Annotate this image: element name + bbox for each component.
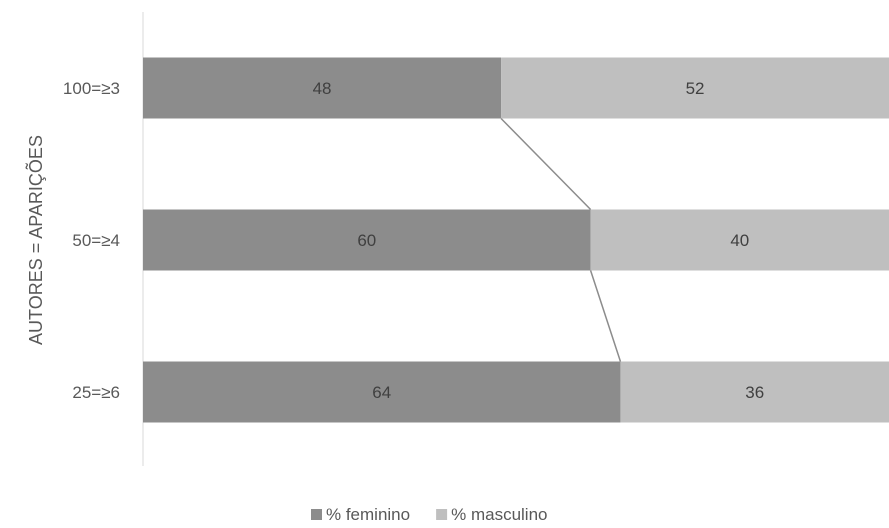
- legend-label-masculino: % masculino: [451, 505, 547, 524]
- data-label: 36: [745, 383, 764, 402]
- data-labels: 48 52 60 40 64 36: [313, 79, 765, 402]
- category-tick-labels: 100=≥3 50=≥4 25=≥6: [63, 79, 120, 402]
- data-label: 60: [357, 231, 376, 250]
- y-axis-title: AUTORES = APARIÇÕES: [25, 135, 46, 345]
- category-tick-label: 50=≥4: [72, 231, 120, 250]
- bar-masculino-1: [590, 209, 889, 271]
- bar-feminino-0: [143, 57, 502, 119]
- data-label: 64: [372, 383, 391, 402]
- bar-feminino-1: [143, 209, 591, 271]
- legend-swatch-masculino: [436, 509, 448, 520]
- series-line: [500, 117, 592, 211]
- category-tick-label: 25=≥6: [72, 383, 120, 402]
- series-line: [589, 270, 622, 362]
- data-label: 52: [686, 79, 705, 98]
- series-lines: [500, 117, 622, 362]
- legend: % feminino % masculino: [311, 505, 547, 524]
- bar-masculino-0: [501, 57, 889, 119]
- data-label: 48: [313, 79, 332, 98]
- bar-group: [143, 57, 889, 423]
- category-tick-label: 100=≥3: [63, 79, 120, 98]
- legend-swatch-feminino: [311, 509, 322, 520]
- bar-feminino-2: [143, 361, 621, 423]
- legend-label-feminino: % feminino: [326, 505, 410, 524]
- data-label: 40: [730, 231, 749, 250]
- bar-masculino-2: [620, 361, 889, 423]
